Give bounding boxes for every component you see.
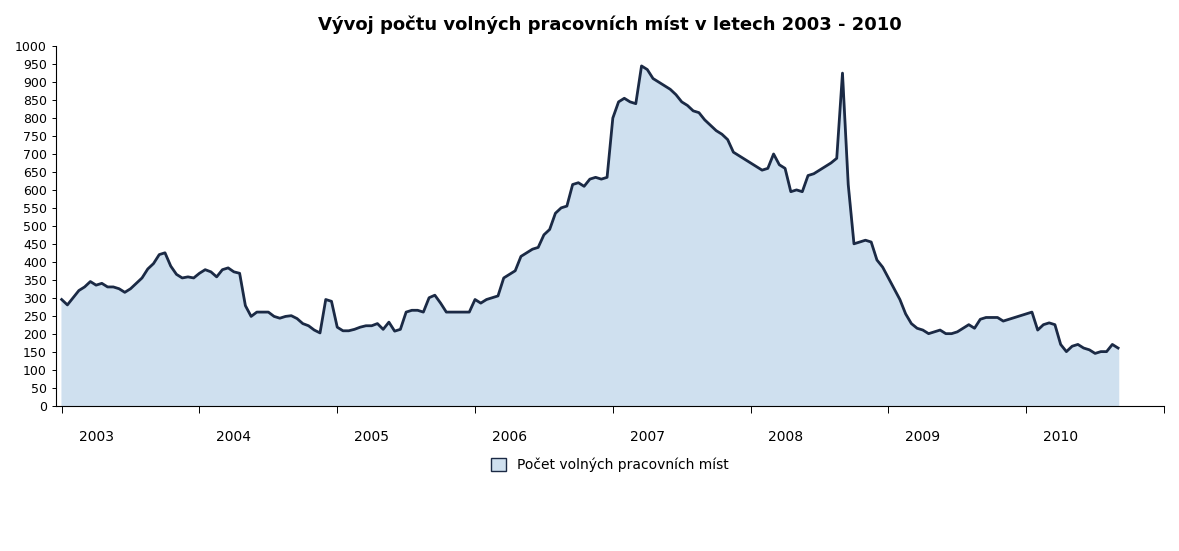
Title: Vývoj počtu volných pracovních míst v letech 2003 - 2010: Vývoj počtu volných pracovních míst v le… (318, 15, 902, 34)
Text: 2004: 2004 (217, 430, 251, 444)
Text: 2009: 2009 (905, 430, 941, 444)
Text: 2010: 2010 (1043, 430, 1079, 444)
Text: 2007: 2007 (630, 430, 665, 444)
Text: 2008: 2008 (768, 430, 803, 444)
Legend: Počet volných pracovních míst: Počet volných pracovních míst (486, 452, 735, 478)
Text: 2003: 2003 (79, 430, 113, 444)
Text: 2006: 2006 (492, 430, 527, 444)
Text: 2005: 2005 (354, 430, 389, 444)
